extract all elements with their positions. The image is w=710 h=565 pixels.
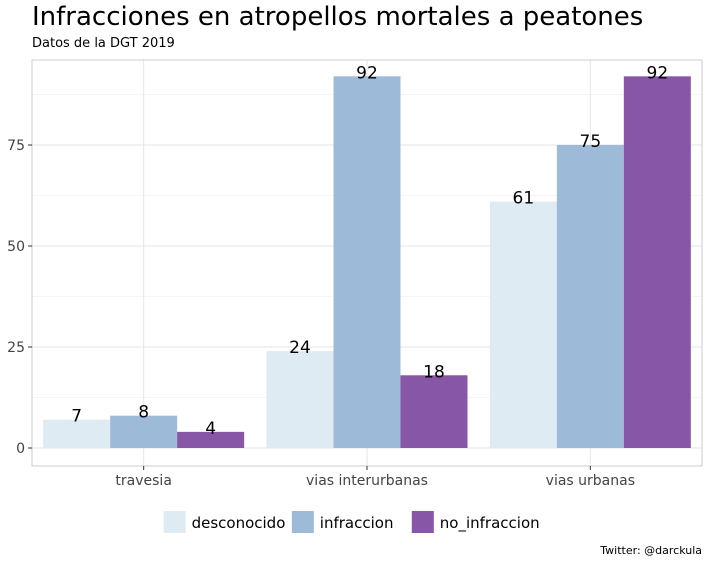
data-label: 24: [289, 338, 311, 358]
x-tick-label: travesia: [115, 473, 172, 489]
x-tick-label: vias urbanas: [546, 473, 635, 489]
chart-title: Infracciones en atropellos mortales a pe…: [32, 2, 644, 32]
x-tick-label: vias interurbanas: [306, 473, 428, 489]
bar-desconocido: [489, 201, 557, 448]
y-tick-label: 50: [7, 239, 25, 255]
legend-swatch-infraccion: [291, 511, 314, 533]
chart-subtitle: Datos de la DGT 2019: [32, 36, 175, 51]
data-label: 61: [513, 189, 535, 209]
data-label: 4: [205, 419, 216, 439]
legend-label: infraccion: [320, 514, 394, 532]
bar-no_infraccion: [400, 375, 468, 448]
data-label: 8: [138, 403, 149, 423]
bar-infraccion: [110, 415, 178, 448]
legend-swatch-no_infraccion: [411, 511, 434, 533]
y-tick-label: 25: [7, 340, 25, 356]
bar-no_infraccion: [623, 76, 691, 448]
data-label: 92: [356, 63, 378, 83]
bar-no_infraccion: [177, 431, 245, 448]
bar-infraccion: [556, 145, 624, 448]
data-label: 92: [647, 63, 669, 83]
legend-swatch-desconocido: [163, 511, 186, 533]
data-labels: 7 24 61 8 92 75 4 18 92: [71, 63, 668, 439]
y-tick-label: 75: [7, 138, 25, 154]
bar-infraccion: [333, 76, 401, 448]
bars: [43, 76, 691, 448]
data-label: 75: [580, 132, 602, 152]
y-axis: 0 25 50 75: [7, 138, 32, 457]
x-axis: travesia vias interurbanas vias urbanas: [115, 466, 635, 489]
bar-desconocido: [43, 419, 111, 448]
data-label: 18: [423, 362, 445, 382]
y-tick-label: 0: [16, 441, 25, 457]
legend-label: desconocido: [192, 514, 286, 532]
bar-desconocido: [266, 351, 334, 448]
legend: desconocido infraccion no_infraccion: [163, 511, 540, 533]
legend-label: no_infraccion: [440, 514, 540, 533]
data-label: 7: [71, 407, 82, 427]
chart-caption: Twitter: @darckula: [600, 544, 702, 557]
